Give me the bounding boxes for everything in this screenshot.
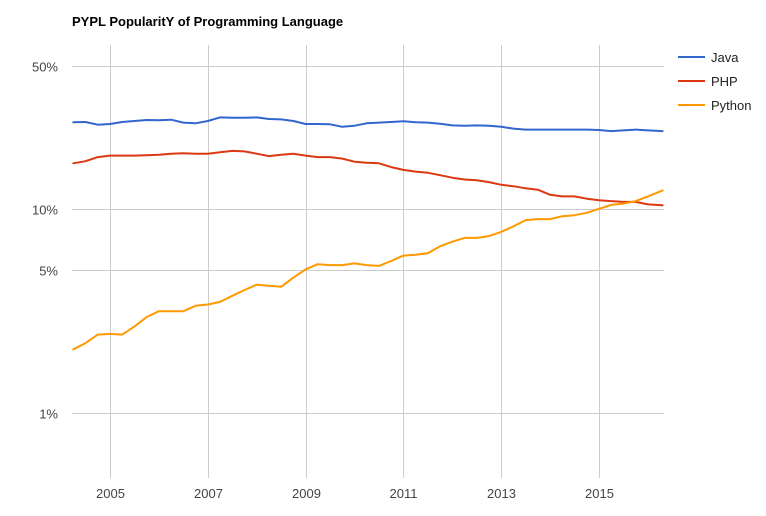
series-line-python — [72, 189, 664, 351]
x-tick-label: 2009 — [292, 486, 321, 501]
x-axis: 2005 2007 2009 2011 2013 2015 — [96, 486, 614, 501]
legend-label-php: PHP — [711, 74, 738, 89]
x-tick-label: 2011 — [390, 486, 418, 501]
grid — [72, 45, 664, 478]
x-tick-label: 2013 — [487, 486, 516, 501]
y-tick-label: 10% — [32, 203, 58, 218]
y-axis: 50% 10% 5% 1% — [32, 60, 58, 422]
y-tick-label: 1% — [39, 407, 58, 422]
x-tick-label: 2005 — [96, 486, 125, 501]
legend-label-python: Python — [711, 98, 751, 113]
series-line-java — [72, 116, 664, 133]
legend-item-java[interactable]: Java — [678, 50, 739, 65]
x-tick-label: 2007 — [194, 486, 223, 501]
series-line-php — [72, 149, 664, 207]
y-tick-label: 50% — [32, 60, 58, 75]
chart-title: PYPL PopularitY of Programming Language — [72, 14, 343, 29]
y-tick-label: 5% — [39, 264, 58, 279]
legend-item-php[interactable]: PHP — [678, 74, 738, 89]
legend-label-java: Java — [711, 50, 739, 65]
plot-area — [72, 116, 664, 351]
legend-item-python[interactable]: Python — [678, 98, 751, 113]
x-tick-label: 2015 — [585, 486, 614, 501]
legend[interactable]: Java PHP Python — [678, 50, 751, 113]
